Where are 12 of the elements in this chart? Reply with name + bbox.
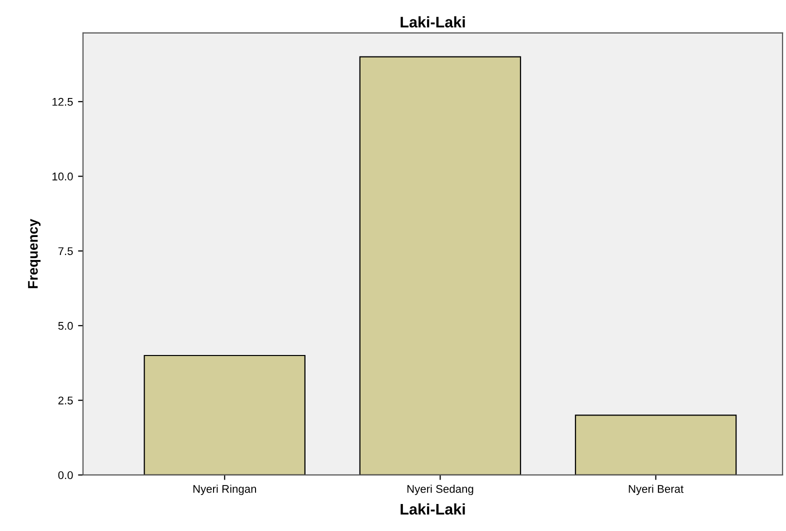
- x-tick-label: Nyeri Sedang: [407, 484, 474, 496]
- x-tick-label: Nyeri Ringan: [193, 484, 256, 496]
- x-axis-title: Laki-Laki: [400, 503, 465, 515]
- x-tick-label: Nyeri Berat: [628, 484, 684, 496]
- y-tick-label: 0.0: [58, 471, 73, 480]
- y-tick-label: 7.5: [58, 247, 73, 256]
- y-axis-title: Frequency: [28, 218, 41, 288]
- y-tick-label: 12.5: [52, 98, 73, 106]
- y-tick-label: 5.0: [58, 322, 73, 330]
- y-tick-label: 2.5: [58, 396, 73, 404]
- chart-title: Laki-Laki: [400, 16, 465, 28]
- y-tick-label: 10.0: [52, 172, 73, 180]
